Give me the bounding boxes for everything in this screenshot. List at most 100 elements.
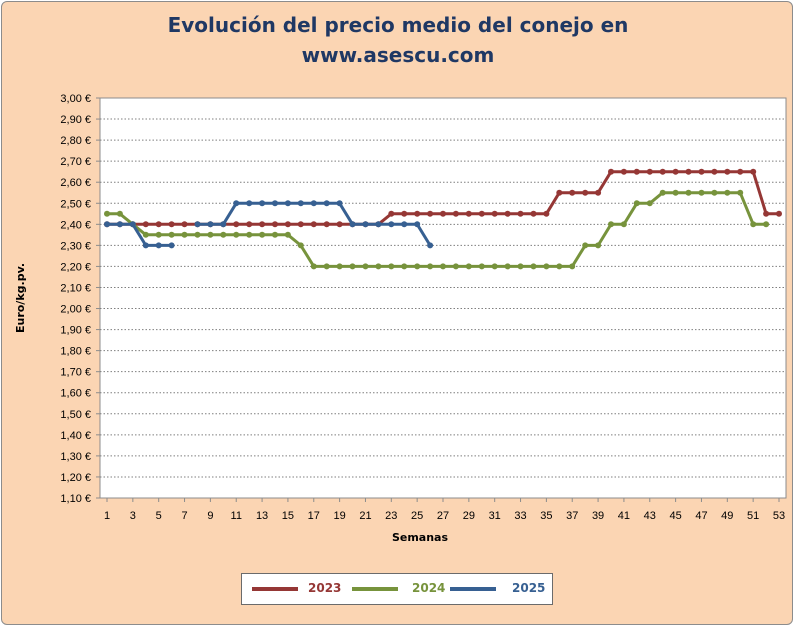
data-point-2023 — [737, 168, 744, 175]
legend-label-2025: 2025 — [512, 581, 546, 595]
data-point-2025 — [401, 221, 408, 228]
y-tick-label: 2,70 € — [60, 156, 91, 168]
y-tick-label: 1,10 € — [60, 493, 91, 505]
data-point-2025 — [388, 221, 395, 228]
x-tick-label: 19 — [333, 510, 345, 522]
data-point-2023 — [582, 189, 589, 196]
data-point-2025 — [414, 221, 421, 228]
data-point-2024 — [750, 221, 757, 228]
data-point-2025 — [323, 200, 330, 207]
data-point-2023 — [181, 221, 188, 228]
legend-item-2024: 2024 — [352, 574, 445, 604]
x-tick-label: 35 — [540, 510, 552, 522]
data-point-2023 — [698, 168, 705, 175]
data-point-2025 — [375, 221, 382, 228]
x-tick-label: 11 — [231, 510, 242, 522]
x-axis-label: Semanas — [392, 531, 449, 544]
y-tick-label: 2,00 € — [60, 304, 91, 316]
data-point-2024 — [452, 263, 459, 270]
data-point-2024 — [556, 263, 563, 270]
data-point-2023 — [620, 168, 627, 175]
y-tick-label: 1,40 € — [60, 430, 91, 442]
data-point-2023 — [543, 210, 550, 217]
data-point-2023 — [659, 168, 666, 175]
data-point-2024 — [336, 263, 343, 270]
data-point-2024 — [737, 189, 744, 196]
x-tick-label: 3 — [130, 510, 136, 522]
data-point-2024 — [685, 189, 692, 196]
data-point-2024 — [478, 263, 485, 270]
data-point-2024 — [388, 263, 395, 270]
data-point-2024 — [375, 263, 382, 270]
data-point-2023 — [672, 168, 679, 175]
data-point-2024 — [595, 242, 602, 249]
y-tick-label: 1,60 € — [60, 388, 91, 400]
data-point-2023 — [452, 210, 459, 217]
x-tick-label: 45 — [669, 510, 681, 522]
data-point-2023 — [517, 210, 524, 217]
data-point-2023 — [233, 221, 240, 228]
y-tick-label: 1,20 € — [60, 472, 91, 484]
data-point-2023 — [685, 168, 692, 175]
data-point-2024 — [259, 231, 266, 238]
data-point-2024 — [543, 263, 550, 270]
data-point-2025 — [168, 242, 175, 249]
x-tick-label: 37 — [566, 510, 578, 522]
data-point-2025 — [272, 200, 278, 207]
data-point-2024 — [530, 263, 537, 270]
data-point-2024 — [349, 263, 356, 270]
data-point-2025 — [116, 221, 123, 228]
data-point-2023 — [414, 210, 421, 217]
x-tick-label: 49 — [721, 510, 733, 522]
y-tick-label: 2,10 € — [60, 282, 91, 294]
data-point-2025 — [362, 221, 369, 228]
legend-swatch-2025 — [450, 587, 496, 591]
data-point-2023 — [569, 189, 576, 196]
data-point-2025 — [427, 242, 434, 249]
data-point-2023 — [246, 221, 253, 228]
data-point-2024 — [582, 242, 589, 249]
data-point-2023 — [388, 210, 395, 217]
data-point-2023 — [336, 221, 343, 228]
y-tick-label: 2,20 € — [60, 261, 91, 273]
data-point-2024 — [763, 221, 770, 228]
legend-swatch-2024 — [352, 587, 398, 591]
x-tick-label: 17 — [308, 510, 320, 522]
data-point-2023 — [297, 221, 304, 228]
data-point-2023 — [491, 210, 498, 217]
data-point-2024 — [284, 231, 291, 238]
series-2025 — [104, 200, 434, 249]
legend-label-2023: 2023 — [308, 581, 342, 595]
y-tick-label: 2,60 € — [60, 177, 91, 189]
y-tick-label: 2,80 € — [60, 135, 91, 147]
data-point-2024 — [672, 189, 679, 196]
legend-item-2023: 2023 — [252, 574, 342, 604]
data-point-2024 — [104, 210, 110, 217]
x-tick-label: 53 — [773, 510, 785, 522]
plot-area — [99, 97, 787, 499]
data-point-2024 — [246, 231, 253, 238]
data-point-2024 — [323, 263, 330, 270]
data-point-2025 — [246, 200, 253, 207]
data-point-2023 — [504, 210, 511, 217]
data-point-2024 — [272, 231, 278, 238]
series-2024 — [104, 189, 770, 270]
x-tick-label: 43 — [644, 510, 656, 522]
data-point-2025 — [284, 200, 291, 207]
data-point-2023 — [155, 221, 162, 228]
data-point-2024 — [659, 189, 666, 196]
y-axis-tick-labels: 1,10 € 1,20 € 1,30 € 1,40 € 1,50 € 1,60 € 1,70… — [60, 93, 91, 505]
data-point-2024 — [440, 263, 446, 270]
x-tick-label: 7 — [181, 510, 187, 522]
data-point-2023 — [168, 221, 175, 228]
legend-swatch-2023 — [252, 587, 298, 591]
x-tick-label: 27 — [437, 510, 449, 522]
y-tick-label: 1,80 € — [60, 346, 91, 358]
chart-title: Evolución del precio medio del conejo en… — [0, 10, 796, 70]
data-point-2024 — [491, 263, 498, 270]
data-point-2023 — [711, 168, 718, 175]
data-point-2024 — [517, 263, 524, 270]
data-point-2024 — [569, 263, 576, 270]
data-point-2024 — [504, 263, 511, 270]
data-point-2024 — [220, 231, 227, 238]
